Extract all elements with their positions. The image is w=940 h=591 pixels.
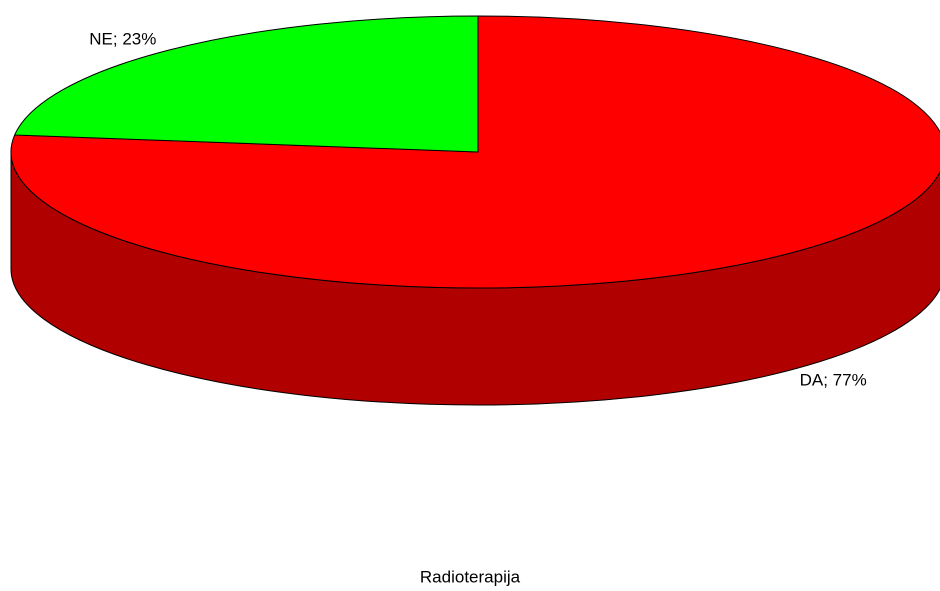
pie-slice (13, 15, 479, 153)
chart-title: Radioterapija (420, 567, 521, 586)
data-label: NE; 23% (89, 29, 156, 48)
data-label: DA; 77% (800, 371, 867, 390)
